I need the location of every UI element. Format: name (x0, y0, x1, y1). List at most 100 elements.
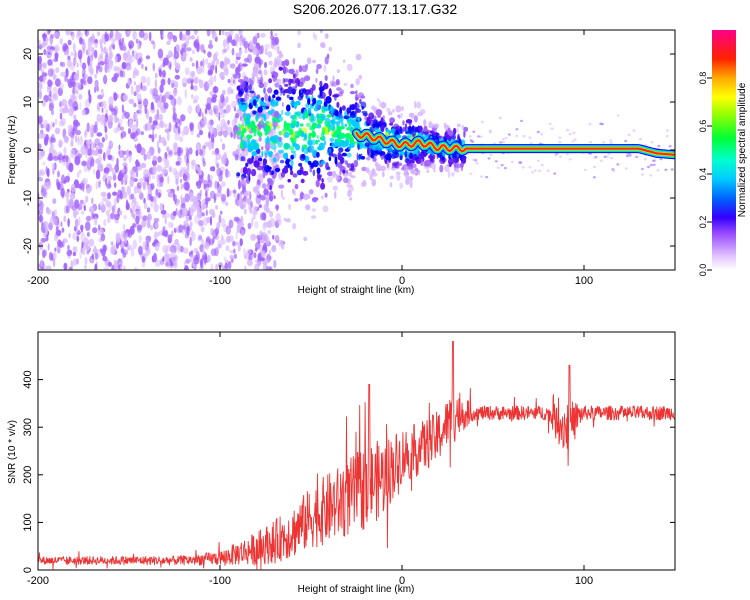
spectrogram-cell (204, 141, 210, 147)
spectrogram-cell (258, 131, 263, 138)
spectrogram-cell (107, 114, 114, 123)
spectrogram-cell (79, 101, 82, 110)
spectrogram-cell (273, 125, 276, 131)
spectrogram-cell (266, 190, 270, 196)
spectrogram-cell (147, 207, 151, 213)
spectrogram-cell (65, 155, 69, 163)
spectrogram-cell (175, 226, 180, 232)
spectrogram-cell (314, 103, 319, 108)
spectrogram-cell (529, 142, 533, 145)
snr-x-label: Height of straight line (km) (298, 584, 415, 595)
spectrogram-cell (193, 76, 199, 85)
spectrogram-cell (292, 188, 295, 194)
spectrogram-cell (109, 107, 115, 112)
spectrogram-cell (146, 241, 149, 248)
spectrogram-cell (85, 147, 88, 158)
spectrogram-cell (293, 73, 296, 79)
spectrogram-cell (48, 102, 55, 112)
spectrogram-cell (550, 127, 554, 130)
spectrogram-cell (208, 131, 211, 139)
spectrogram-cell (132, 50, 135, 57)
spectrogram-cell (418, 171, 420, 176)
spectrogram-cell (329, 137, 335, 142)
spectrogram-cell (157, 147, 161, 154)
spectrogram-cell (436, 133, 440, 137)
spectrogram-cell (628, 154, 632, 157)
spectrogram-cell (114, 213, 120, 221)
spectrogram-cell (100, 120, 104, 126)
spectrogram-cell (224, 67, 229, 76)
spectrogram-cell (237, 193, 240, 201)
spectrogram-cell (40, 123, 44, 129)
spectrogram-cell (97, 162, 101, 167)
spectrogram-cell (135, 159, 140, 168)
spectrogram-cell (158, 68, 162, 78)
spectrogram-y-tick-label: -10 (22, 190, 34, 206)
spectrogram-cell (99, 39, 102, 44)
spectrogram-cell (305, 63, 309, 69)
spectrogram-cell (220, 138, 223, 143)
spectrogram-cell (152, 62, 156, 72)
spectrogram-cell (198, 78, 201, 84)
spectrogram-cell (278, 149, 282, 154)
spectrogram-cell (335, 79, 340, 86)
spectrogram-cell (52, 155, 59, 161)
spectrogram-cell (251, 128, 257, 133)
spectrogram-cell (269, 171, 272, 176)
spectrogram-cell (59, 82, 64, 91)
spectrogram-cell (141, 261, 146, 268)
spectrogram-cell (392, 109, 395, 113)
spectrogram-cell (105, 200, 111, 208)
spectrogram-cell (199, 129, 203, 136)
spectrogram-cell (81, 226, 83, 233)
spectrogram-cell (270, 99, 276, 106)
spectrogram-cell (218, 153, 222, 160)
spectrogram-cell (346, 127, 352, 131)
spectrogram-cell (70, 139, 74, 147)
spectrogram-cell (118, 144, 121, 151)
spectrogram-cell (439, 164, 444, 173)
spectrogram-cell (201, 111, 204, 121)
spectrogram-cell (142, 215, 147, 221)
spectrogram-cell (230, 88, 234, 95)
spectrogram-cell (264, 61, 267, 69)
spectrogram-cell (171, 230, 174, 238)
spectrogram-cell (208, 125, 215, 134)
spectrogram-cell (341, 152, 347, 157)
spectrogram-cell (290, 123, 296, 129)
spectrogram-cell (176, 96, 182, 106)
spectrogram-cell (64, 175, 71, 183)
spectrogram-cell (249, 102, 253, 110)
spectrogram-cell (270, 190, 273, 195)
spectrogram-cell (83, 165, 88, 173)
spectrogram-cell (299, 196, 303, 201)
spectrogram-cell (105, 55, 108, 64)
spectrogram-y-tick-label: 10 (22, 96, 34, 108)
spectrogram-cell (160, 136, 166, 144)
spectrogram-cell (267, 151, 273, 155)
spectrogram-cell (202, 263, 204, 270)
spectrogram-cell (113, 197, 117, 208)
spectrogram-cell (218, 214, 222, 224)
spectrogram-cell (127, 245, 130, 251)
spectrogram-cell (240, 156, 245, 162)
spectrogram-cell (350, 110, 357, 118)
spectrogram-cell (282, 91, 286, 96)
spectrogram-cell (146, 151, 152, 160)
spectrogram-cell (405, 130, 409, 135)
spectrogram-cell (270, 30, 273, 36)
spectrogram-cell (329, 152, 334, 157)
spectrogram-cell (298, 82, 304, 88)
spectrogram-cell (69, 124, 73, 132)
spectrogram-cell (156, 181, 161, 188)
spectrogram-cell (317, 139, 320, 143)
spectrogram-cell (118, 122, 121, 128)
spectrogram-cell (252, 69, 258, 77)
spectrogram-x-tick-label: -200 (27, 275, 49, 287)
spectrogram-cell (203, 49, 206, 54)
spectrogram-cell (246, 259, 253, 267)
spectrogram-cell (40, 258, 43, 268)
spectrogram-cell (94, 263, 98, 270)
spectrogram-cell (320, 160, 326, 165)
spectrogram-x-tick-label: 0 (399, 275, 405, 287)
